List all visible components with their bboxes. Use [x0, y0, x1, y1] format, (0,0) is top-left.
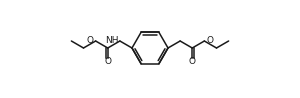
Text: O: O: [104, 58, 111, 67]
Text: O: O: [189, 58, 196, 67]
Text: NH: NH: [105, 35, 119, 44]
Text: O: O: [87, 35, 94, 44]
Text: O: O: [206, 35, 213, 44]
